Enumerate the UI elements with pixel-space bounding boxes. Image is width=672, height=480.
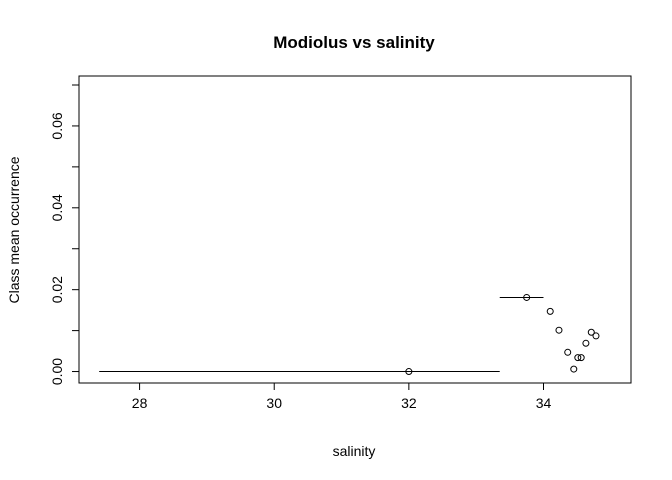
data-point xyxy=(574,354,582,362)
x-tick-label: 32 xyxy=(401,395,417,411)
x-tick-label: 30 xyxy=(266,395,282,411)
data-point xyxy=(564,348,572,356)
data-marks xyxy=(99,293,600,376)
data-point xyxy=(587,328,595,336)
y-tick-label: 0.06 xyxy=(49,112,65,139)
x-tick-label: 28 xyxy=(132,395,148,411)
data-point xyxy=(577,354,585,362)
x-axis-label: salinity xyxy=(333,443,376,459)
y-tick-label: 0.00 xyxy=(49,358,65,385)
y-tick-label: 0.04 xyxy=(49,194,65,221)
y-tick-label: 0.02 xyxy=(49,276,65,303)
data-point xyxy=(523,293,531,301)
chart-title: Modiolus vs salinity xyxy=(273,33,435,52)
data-point xyxy=(546,307,554,315)
plot-frame xyxy=(78,75,632,384)
x-axis: 28 30 32 34 xyxy=(132,383,552,411)
data-point xyxy=(592,332,600,340)
x-tick-label: 34 xyxy=(536,395,552,411)
data-point xyxy=(570,365,578,373)
y-axis: 0.00 0.02 0.04 0.06 xyxy=(49,84,79,385)
data-point xyxy=(405,368,413,376)
data-point xyxy=(555,326,563,334)
y-axis-label: Class mean occurrence xyxy=(6,156,22,303)
data-point xyxy=(582,339,590,347)
